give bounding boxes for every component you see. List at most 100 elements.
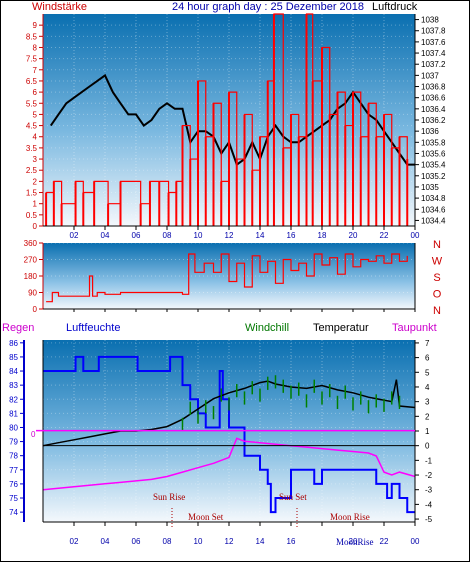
y-right-tick-label: 1034.8 <box>421 194 446 203</box>
y-right-tick-label: -4 <box>425 500 433 509</box>
wind-direction-marks <box>46 253 408 303</box>
x-tick-label: 06 <box>132 231 141 240</box>
y-right-tick-label: 7 <box>425 339 430 348</box>
y-tick-label: 0 <box>33 305 38 314</box>
y-right-tick-label: 1037.6 <box>421 38 446 47</box>
wind-series <box>46 13 408 205</box>
y-left-tick-label: 79 <box>9 438 18 447</box>
y-left-tick-label: 77 <box>9 466 18 475</box>
x-tick-label: 12 <box>225 231 234 240</box>
y-right-tick-label: 1 <box>425 427 430 436</box>
wind-direction-series <box>46 253 408 303</box>
y-right-tick-label: 1036.2 <box>421 116 446 125</box>
y-tick-label: 180 <box>24 272 38 281</box>
y-right-tick-label: 2 <box>425 412 430 421</box>
x-tick-label: 18 <box>318 231 327 240</box>
x-tick-label: 10 <box>194 537 203 546</box>
y-right-tick-label: 1034.6 <box>421 205 446 214</box>
y-left-tick-label: 0 <box>33 222 38 231</box>
y-right-tick-label: -3 <box>425 486 433 495</box>
taupunkt-label: Taupunkt <box>392 322 437 334</box>
annotation-moon-set: Moon Set <box>188 512 224 522</box>
y-left-tick-label: 1 <box>33 200 38 209</box>
y-right-tick-label: 1035 <box>421 183 439 192</box>
y-left-tick-label: 85 <box>9 353 18 362</box>
y-left-tick-label: 2 <box>33 177 38 186</box>
x-tick-label: 16 <box>287 537 296 546</box>
y-left-tick-label: 86 <box>9 339 18 348</box>
x-tick-label: 00 <box>411 231 420 240</box>
x-tick-label: 02 <box>70 537 79 546</box>
compass-label: N <box>433 305 441 317</box>
luftdruck-label: Luftdruck <box>372 1 418 13</box>
y-left-tick-label: 75 <box>9 494 18 503</box>
y-right-tick-label: 1038 <box>421 16 439 25</box>
y-right-tick-label: 1036 <box>421 127 439 136</box>
x-tick-label: 14 <box>256 231 265 240</box>
x-tick-label: 04 <box>101 537 110 546</box>
y-left-tick-label: 76 <box>9 480 18 489</box>
compass-label: W <box>432 256 443 268</box>
y-right-tick-label: 6 <box>425 354 430 363</box>
y-right-tick-label: 0 <box>425 442 430 451</box>
x-tick-label: 20 <box>349 537 358 546</box>
y-left-tick-label: 1.5 <box>26 189 38 198</box>
x-tick-label: 00 <box>411 537 420 546</box>
compass-label: S <box>433 272 440 284</box>
y-left-tick-label: 6 <box>33 88 38 97</box>
y-left-tick-label: 84 <box>9 367 18 376</box>
annotation-sun-set: Sun Set <box>279 492 307 502</box>
y-tick-label: 270 <box>24 256 38 265</box>
rain-zero-marker: 0 <box>31 430 36 439</box>
y-left-tick-label: 6.5 <box>26 77 38 86</box>
windchill-label: Windchill <box>245 322 289 334</box>
y-right-tick-label: 5 <box>425 368 430 377</box>
y-left-tick-label: 8 <box>33 43 38 52</box>
y-right-tick-label: -1 <box>425 456 433 465</box>
y-left-tick-label: 7.5 <box>26 55 38 64</box>
x-tick-label: 08 <box>163 231 172 240</box>
x-tick-label: 08 <box>163 537 172 546</box>
temperatur-label: Temperatur <box>313 322 369 334</box>
annotation-sun-rise: Sun Rise <box>153 492 185 502</box>
x-tick-label: 12 <box>225 537 234 546</box>
y-left-tick-label: 2.5 <box>26 166 38 175</box>
y-right-tick-label: 4 <box>425 383 430 392</box>
x-tick-label: 20 <box>349 231 358 240</box>
wind-pressure-marks <box>45 13 415 226</box>
y-left-tick-label: 81 <box>9 409 18 418</box>
y-left-tick-label: 3.5 <box>26 144 38 153</box>
x-tick-label: 04 <box>101 231 110 240</box>
y-left-tick-label: 74 <box>9 508 18 517</box>
y-left-tick-label: 83 <box>9 381 18 390</box>
humidity-series <box>43 355 415 514</box>
pressure-series <box>49 73 415 167</box>
x-tick-label: 02 <box>70 231 79 240</box>
y-right-tick-label: 1035.4 <box>421 161 446 170</box>
y-left-tick-label: 5 <box>33 110 38 119</box>
y-left-tick-label: 7 <box>33 66 38 75</box>
y-tick-label: 90 <box>28 289 37 298</box>
y-left-tick-label: 8.5 <box>26 32 38 41</box>
y-left-tick-label: 4.5 <box>26 122 38 131</box>
y-left-tick-label: 80 <box>9 423 18 432</box>
temp-humidity-axes: 02 04 06 08 10 12 14 16 20 22 00868584838281807978… <box>9 339 433 546</box>
x-tick-label: 10 <box>194 231 203 240</box>
y-left-tick-label: 5.5 <box>26 99 38 108</box>
x-tick-label: 06 <box>132 537 141 546</box>
compass-label: O <box>433 289 442 301</box>
windstaerke-label: Windstärke <box>32 1 87 13</box>
y-right-tick-label: 1036.4 <box>421 105 446 114</box>
dewpoint-series <box>42 437 416 491</box>
y-right-tick-label: 1034.4 <box>421 216 446 225</box>
y-right-tick-label: 1036.8 <box>421 83 446 92</box>
wind-pressure-axes: 02 04 06 08 10 12 14 16 18 20 22 0098.587.576.565.5… <box>26 14 446 240</box>
annotation-moonrise-axis: MoonRise <box>336 537 374 547</box>
y-right-tick-label: 1037 <box>421 71 439 80</box>
y-right-tick-label: 1037.2 <box>421 60 446 69</box>
luftfeuchte-label: Luftfeuchte <box>66 322 120 334</box>
temp-humidity-marks <box>42 355 416 514</box>
x-tick-label: 14 <box>256 537 265 546</box>
